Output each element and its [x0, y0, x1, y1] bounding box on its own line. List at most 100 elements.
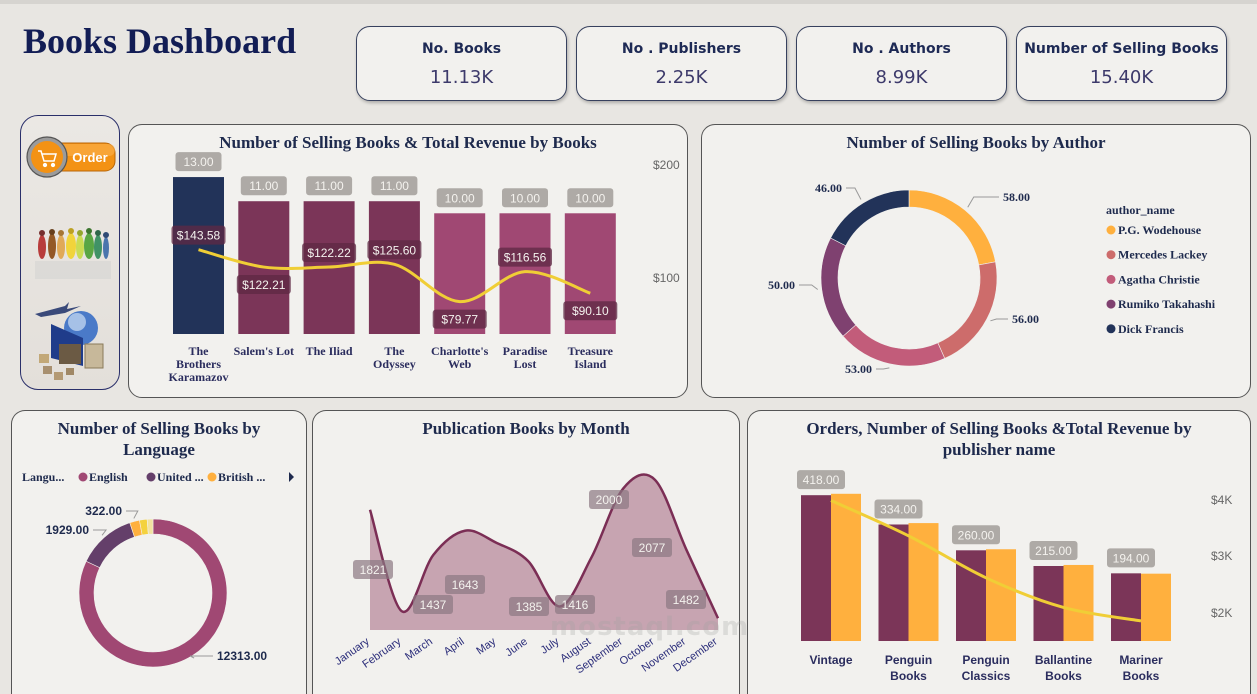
order-button-label: Order — [72, 150, 107, 165]
revenue-line — [830, 499, 1142, 623]
bar-value-label-bg — [240, 176, 287, 196]
bar-value-label: 11.00 — [380, 179, 409, 193]
shipping-logistics-image[interactable] — [35, 302, 104, 380]
legend-item-label: Dick Francis — [1118, 322, 1184, 336]
area-value-label-bg — [509, 597, 549, 616]
panel-publishers: Orders, Number of Selling Books &Total R… — [747, 410, 1251, 694]
area-value-label-bg — [632, 538, 672, 557]
revenue-value-label: $122.22 — [307, 246, 351, 260]
x-tick-label: The — [188, 344, 209, 358]
legend-item-label: Mercedes Lackey — [1118, 248, 1207, 262]
order-button[interactable]: Order — [26, 136, 116, 178]
bar-value-label-bg — [306, 176, 353, 196]
bar-value-label: 13.00 — [183, 155, 213, 169]
x-tick-label: Mariner — [1119, 653, 1163, 667]
cart-icon — [38, 150, 57, 168]
revenue-value-label: $143.58 — [177, 229, 221, 243]
selling-books-bar-4 — [1063, 564, 1094, 641]
page-title: Books Dashboard — [23, 21, 297, 61]
legend-next-arrow-icon[interactable] — [289, 472, 294, 482]
y2-tick-label: $3K — [1211, 549, 1232, 563]
bar-value-label-bg — [797, 470, 845, 490]
top-bar — [0, 0, 1257, 4]
kpi-value: 15.40K — [1089, 67, 1154, 88]
authors-donut-chart: 58.00 56.00 53.00 50.00 46.00 author_name P.G.… — [768, 181, 1216, 376]
chart-title: Number of Selling Books by Author — [846, 133, 1106, 152]
kpi-label: No . Authors — [852, 41, 951, 57]
bar-value-label: 215.00 — [1035, 544, 1072, 558]
kpi-label: Number of Selling Books — [1024, 41, 1219, 57]
navigation-panel: Order — [20, 115, 120, 390]
orders-bar-5 — [1111, 573, 1141, 641]
x-tick-label: Treasure — [568, 344, 614, 358]
bar-value-label-bg — [502, 188, 548, 208]
chart-title: Publication Books by Month — [422, 419, 630, 438]
leader-line — [967, 196, 999, 208]
kpi-card-selling-books: Number of Selling Books 15.40K — [1016, 26, 1227, 101]
area-value-label-bg — [589, 490, 629, 509]
slice-value-label: 50.00 — [768, 278, 795, 292]
orders-bar-1 — [801, 495, 831, 641]
legend-marker — [1106, 324, 1116, 334]
legend-item-label: British ... — [218, 470, 265, 484]
language-slice-5 — [146, 518, 154, 535]
legend-item-label: Agatha Christie — [1118, 272, 1200, 286]
area-line — [368, 473, 720, 619]
author-slice-3 — [842, 324, 946, 367]
revenue-value-label-bg — [171, 225, 226, 245]
area-value-label-bg — [445, 575, 485, 594]
area-value-label: 1416 — [562, 598, 589, 612]
revenue-value-label: $122.21 — [242, 278, 286, 292]
slice-value-label: 322.00 — [85, 504, 122, 518]
area-value-label: 1482 — [673, 593, 700, 607]
area-value-label: 2000 — [596, 493, 623, 507]
slice-value-label: 56.00 — [1012, 312, 1039, 326]
language-slice-1 — [78, 518, 228, 668]
slice-value-label: 46.00 — [815, 181, 842, 195]
chart-title: Number of Selling Books by Language — [57, 419, 261, 459]
bar-value-label-bg — [436, 188, 483, 208]
revenue-line — [198, 248, 591, 304]
legend-marker — [1106, 299, 1116, 309]
bar-value-label: 334.00 — [880, 502, 917, 516]
legend-item-label: P.G. Wodehouse — [1118, 223, 1202, 237]
slice-value-label: 12313.00 — [217, 649, 267, 663]
language-slice-2 — [85, 522, 135, 569]
slice-value-label: 58.00 — [1003, 190, 1030, 204]
kpi-label: No . Publishers — [621, 41, 742, 57]
publishers-chart: 418.00 Vintage 334.00 Penguin Books 260.00 Pen… — [797, 470, 1232, 683]
kpi-value: 11.13K — [429, 67, 494, 88]
revenue-value-label-bg — [563, 301, 618, 321]
bar-value-label-bg — [952, 525, 1000, 545]
area-value-label: 1643 — [452, 578, 479, 592]
kpi-value: 8.99K — [875, 67, 928, 88]
bar-value-label-bg — [1107, 548, 1155, 568]
legend-title: author_name — [1106, 203, 1175, 217]
x-tick-label: Odyssey — [373, 357, 416, 371]
panel-months: Publication Books by Month 1821 1437 1643 1… — [312, 410, 740, 694]
bar-value-label: 11.00 — [315, 179, 344, 193]
panel-language: Number of Selling Books by Language Lang… — [11, 410, 307, 694]
y2-tick-label: $100 — [653, 271, 680, 285]
x-tick-label: May — [474, 635, 498, 657]
author-slice-5 — [830, 189, 910, 247]
selling-books-bar-5 — [1141, 573, 1171, 641]
revenue-value-label-bg — [498, 247, 552, 267]
selling-books-bar-1 — [831, 493, 861, 641]
bar-value-label-bg — [1029, 541, 1078, 560]
x-tick-label: Books — [1045, 669, 1082, 683]
area-value-label-bg — [353, 560, 393, 579]
panel-authors: Number of Selling Books by Author 58.00 5… — [701, 124, 1251, 398]
selling-books-bar-3 — [986, 549, 1016, 641]
x-tick-label: Island — [574, 357, 606, 371]
area-value-label-bg — [666, 590, 706, 609]
x-tick-label: Books — [890, 669, 927, 683]
kpi-label: No. Books — [421, 41, 502, 57]
bar-value-label: 418.00 — [803, 473, 840, 487]
revenue-value-label-bg — [302, 243, 357, 263]
revenue-value-label: $125.60 — [373, 243, 417, 257]
customers-people-image[interactable] — [35, 228, 111, 279]
bar-value-label: 10.00 — [575, 191, 605, 205]
x-tick-label: Salem's Lot — [234, 344, 294, 358]
